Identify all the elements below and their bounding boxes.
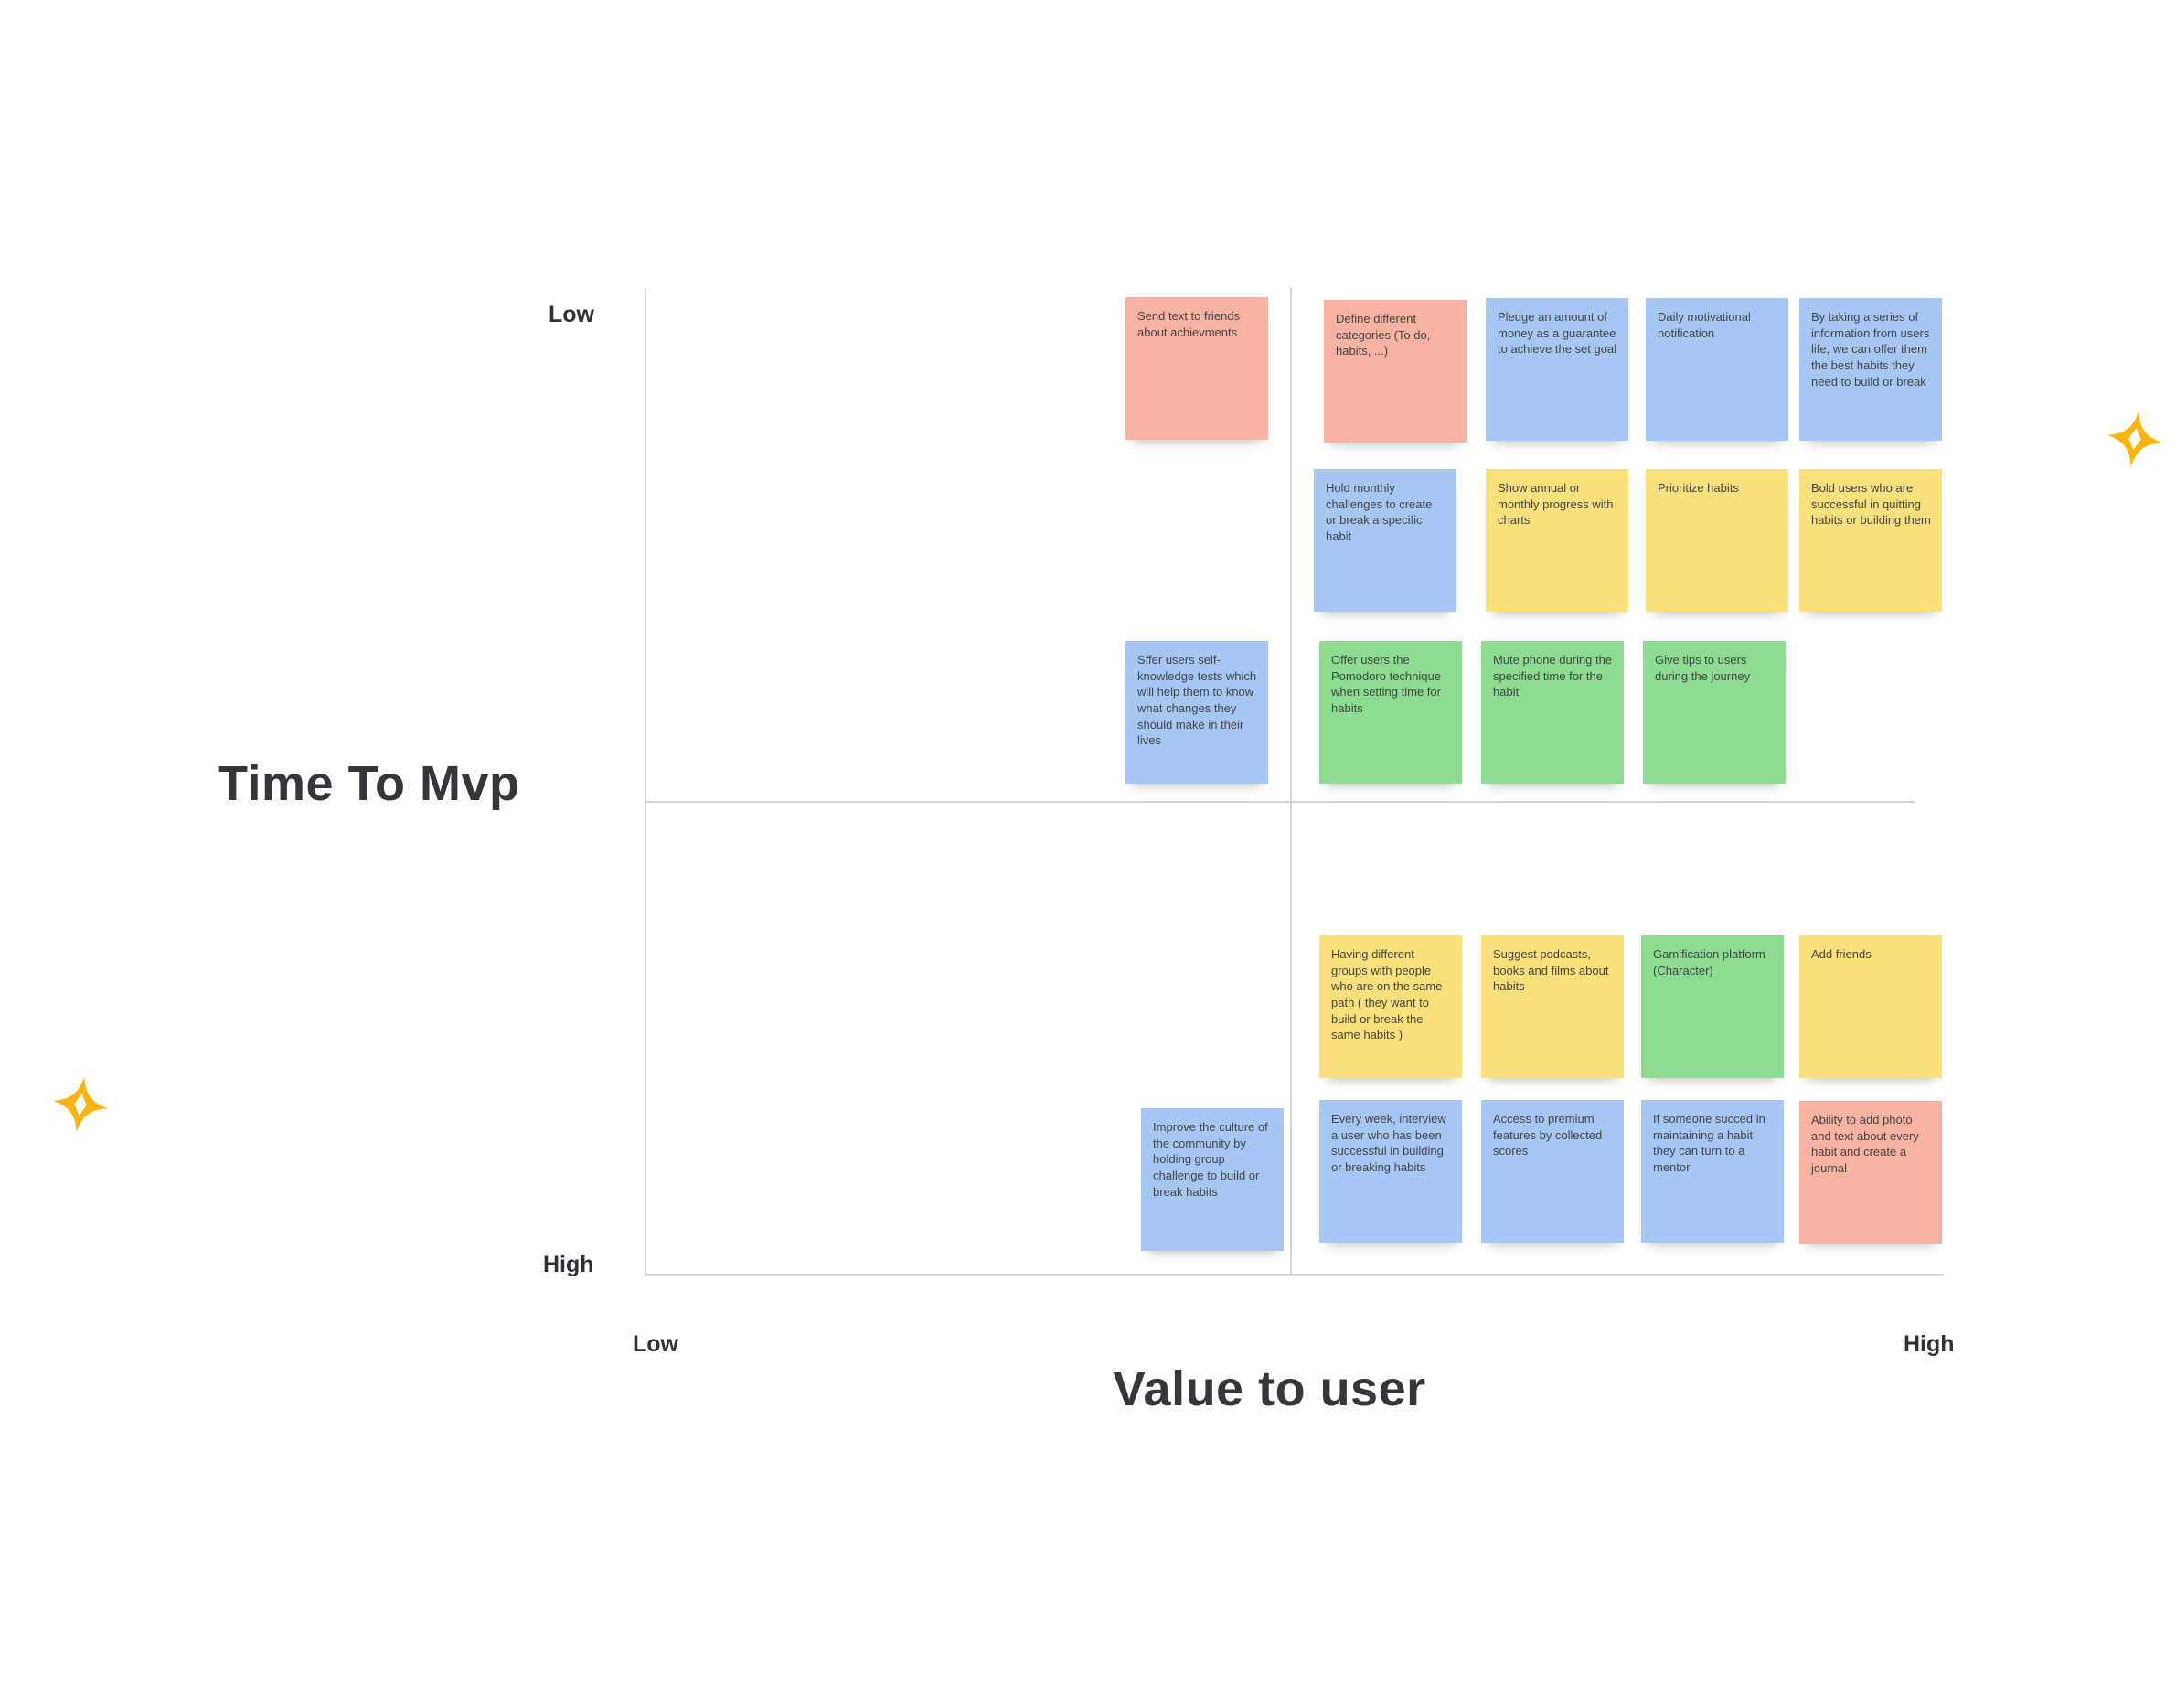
sticky-note[interactable]: Prioritize habits <box>1646 469 1788 612</box>
sticky-note[interactable]: Bold users who are successful in quittin… <box>1799 469 1942 612</box>
sticky-note-text: By taking a series of information from u… <box>1811 310 1930 389</box>
sticky-note-text: Prioritize habits <box>1658 481 1739 495</box>
sticky-note-text: Show annual or monthly progress with cha… <box>1498 481 1614 528</box>
y-axis-top-label: Low <box>549 302 594 327</box>
sticky-note[interactable]: By taking a series of information from u… <box>1799 298 1942 441</box>
sticky-note[interactable]: Sffer users self-knowledge tests which w… <box>1125 641 1268 784</box>
sticky-note-text: Sffer users self-knowledge tests which w… <box>1137 653 1257 748</box>
y-axis-title: Time To Mvp <box>218 756 520 811</box>
sticky-note[interactable]: Define different categories (To do, habi… <box>1324 300 1467 443</box>
sticky-note[interactable]: Show annual or monthly progress with cha… <box>1486 469 1628 612</box>
sticky-note-text: Pledge an amount of money as a guarantee… <box>1498 310 1617 357</box>
sticky-note-text: Every week, interview a user who has bee… <box>1331 1112 1446 1175</box>
sticky-note[interactable]: Give tips to users during the journey <box>1643 641 1786 784</box>
x-axis-title: Value to user <box>1113 1361 1426 1416</box>
sticky-note-text: Improve the culture of the community by … <box>1153 1120 1268 1199</box>
sticky-note[interactable]: Pledge an amount of money as a guarantee… <box>1486 298 1628 441</box>
sticky-note-text: Having different groups with people who … <box>1331 947 1443 1042</box>
sticky-note[interactable]: Send text to friends about achievments <box>1125 297 1268 440</box>
x-axis-line <box>645 1274 1944 1276</box>
quadrant-divider-horizontal <box>645 801 1915 803</box>
sticky-note[interactable]: Every week, interview a user who has bee… <box>1319 1100 1462 1243</box>
sticky-note-text: Mute phone during the specified time for… <box>1493 653 1613 699</box>
x-axis-right-label: High <box>1904 1331 1955 1357</box>
sticky-note[interactable]: Daily motivational notification <box>1646 298 1788 441</box>
sticky-note[interactable]: Hold monthly challenges to create or bre… <box>1314 469 1456 612</box>
sticky-note-text: Bold users who are successful in quittin… <box>1811 481 1931 528</box>
sticky-note[interactable]: Suggest podcasts, books and films about … <box>1481 935 1624 1078</box>
sticky-note[interactable]: Offer users the Pomodoro technique when … <box>1319 641 1462 784</box>
sticky-note[interactable]: Access to premium features by collected … <box>1481 1100 1624 1243</box>
sticky-note-text: Hold monthly challenges to create or bre… <box>1326 481 1433 544</box>
sticky-note-text: Add friends <box>1811 947 1872 961</box>
sticky-note[interactable]: If someone succed in maintaining a habit… <box>1641 1100 1784 1243</box>
sticky-note[interactable]: Gamification platform (Character) <box>1641 935 1784 1078</box>
sticky-note-text: Suggest podcasts, books and films about … <box>1493 947 1609 994</box>
y-axis-line <box>645 288 646 1276</box>
sticky-note-text: Daily motivational notification <box>1658 310 1751 340</box>
sparkle-icon[interactable] <box>2102 406 2168 472</box>
sticky-note[interactable]: Having different groups with people who … <box>1319 935 1462 1078</box>
sparkle-icon[interactable] <box>48 1072 113 1137</box>
sticky-note-text: Give tips to users during the journey <box>1655 653 1751 683</box>
sticky-note[interactable]: Ability to add photo and text about ever… <box>1799 1101 1942 1244</box>
quadrant-divider-vertical <box>1290 288 1292 1274</box>
sticky-note[interactable]: Improve the culture of the community by … <box>1141 1108 1284 1251</box>
sticky-note-text: Gamification platform (Character) <box>1653 947 1765 977</box>
sticky-note-text: Ability to add photo and text about ever… <box>1811 1113 1919 1176</box>
sticky-note-text: Access to premium features by collected … <box>1493 1112 1603 1158</box>
sticky-note-text: Offer users the Pomodoro technique when … <box>1331 653 1441 716</box>
sticky-note-text: Send text to friends about achievments <box>1137 309 1241 339</box>
x-axis-left-label: Low <box>633 1331 678 1357</box>
sticky-note[interactable]: Add friends <box>1799 935 1942 1078</box>
sticky-note[interactable]: Mute phone during the specified time for… <box>1481 641 1624 784</box>
sticky-note-text: Define different categories (To do, habi… <box>1336 312 1431 358</box>
y-axis-bottom-label: High <box>543 1252 594 1277</box>
sticky-note-text: If someone succed in maintaining a habit… <box>1653 1112 1765 1175</box>
